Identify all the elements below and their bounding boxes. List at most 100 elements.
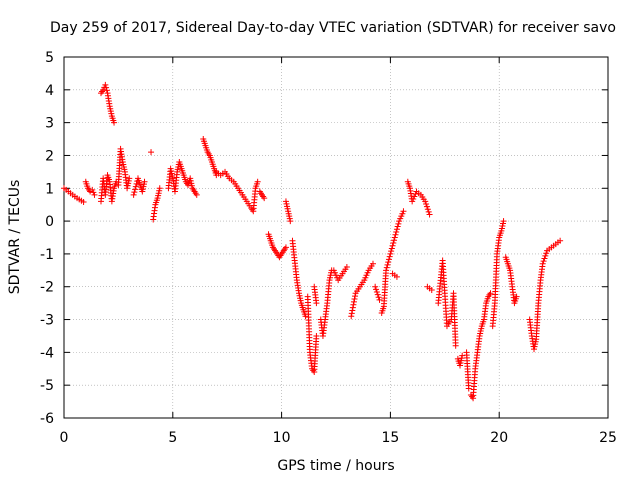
y-tick-label: 5 [45, 50, 54, 66]
data-point [348, 310, 355, 317]
data-point [148, 149, 155, 156]
data-point [103, 87, 110, 94]
y-axis-label: SDTVAR / TECUs [7, 180, 23, 295]
data-point [422, 198, 429, 205]
data-point [261, 195, 268, 202]
data-point [282, 244, 289, 251]
data-point [156, 185, 163, 192]
x-tick-label: 0 [60, 430, 69, 446]
data-point [542, 252, 549, 259]
axis-ticks [63, 56, 609, 419]
data-point [369, 260, 376, 267]
data-points [61, 81, 564, 402]
chart-title: Day 259 of 2017, Sidereal Day-to-day VTE… [50, 20, 616, 36]
data-point [388, 245, 395, 252]
y-tick-label: 0 [45, 214, 54, 230]
data-point [423, 201, 430, 208]
data-point [465, 385, 472, 392]
data-point [423, 203, 430, 210]
y-tick-label: -5 [40, 378, 54, 394]
data-point [313, 300, 320, 307]
data-point [543, 250, 550, 257]
data-point [428, 287, 435, 294]
y-tick-label: 1 [45, 181, 54, 197]
data-point [373, 286, 380, 293]
data-point [385, 256, 392, 263]
data-point [383, 264, 390, 271]
data-point [390, 239, 397, 246]
data-point [132, 183, 139, 190]
data-point [193, 191, 200, 198]
y-tick-label: -3 [40, 313, 54, 329]
data-point [540, 258, 547, 265]
data-point [103, 84, 110, 91]
y-tick-label: 3 [45, 116, 54, 132]
data-point [400, 208, 407, 215]
data-point [395, 220, 402, 227]
data-point [391, 237, 398, 244]
x-tick-label: 15 [381, 430, 399, 446]
data-point [80, 199, 87, 206]
data-point [343, 264, 350, 271]
data-point [348, 313, 355, 320]
data-point [459, 352, 466, 359]
data-point [426, 211, 433, 218]
data-point [425, 208, 432, 215]
data-point [133, 180, 140, 187]
data-point [386, 253, 393, 260]
data-point [376, 296, 383, 303]
x-tick-labels: 0 5 10 15 20 25 [60, 430, 617, 446]
data-point [387, 250, 394, 257]
x-axis-label: GPS time / hours [277, 458, 394, 474]
data-point [500, 218, 507, 225]
data-point [349, 307, 356, 314]
data-point [373, 288, 380, 295]
data-point [452, 342, 459, 349]
data-point [393, 226, 400, 233]
data-point [352, 293, 359, 300]
data-point [393, 273, 400, 280]
y-tick-labels: -6 -5 -4 -3 -2 -1 0 1 2 3 4 5 [40, 50, 54, 427]
data-point [391, 234, 398, 241]
data-point [557, 237, 564, 244]
data-point [350, 301, 357, 308]
data-point [392, 231, 399, 238]
data-point [539, 260, 546, 267]
data-point [130, 191, 137, 198]
data-point [349, 304, 356, 311]
data-point [350, 298, 357, 305]
data-point [141, 178, 148, 185]
plot-frame [63, 56, 609, 419]
data-point [394, 223, 401, 230]
y-tick-label: -2 [40, 280, 54, 296]
data-point [384, 261, 391, 268]
data-point [111, 119, 118, 126]
grid-lines [64, 57, 608, 418]
data-point [375, 294, 382, 301]
x-tick-label: 25 [599, 430, 617, 446]
data-point [287, 218, 294, 225]
data-point [132, 186, 139, 193]
x-tick-label: 10 [273, 430, 291, 446]
data-point [541, 255, 548, 262]
data-point [313, 332, 320, 339]
y-tick-label: 4 [45, 83, 54, 99]
data-point [393, 229, 400, 236]
data-point [388, 248, 395, 255]
data-point [374, 291, 381, 298]
data-point [91, 191, 98, 198]
data-point [126, 175, 133, 182]
data-point [254, 178, 261, 185]
data-point [351, 296, 358, 303]
data-point [487, 290, 494, 297]
y-tick-label: 2 [45, 148, 54, 164]
data-point [383, 267, 390, 274]
y-tick-label: -4 [40, 345, 54, 361]
x-tick-label: 5 [168, 430, 177, 446]
data-point [372, 283, 379, 290]
data-point [131, 189, 138, 196]
y-tick-label: -6 [40, 411, 54, 427]
data-point [102, 81, 109, 88]
data-point [513, 293, 520, 300]
